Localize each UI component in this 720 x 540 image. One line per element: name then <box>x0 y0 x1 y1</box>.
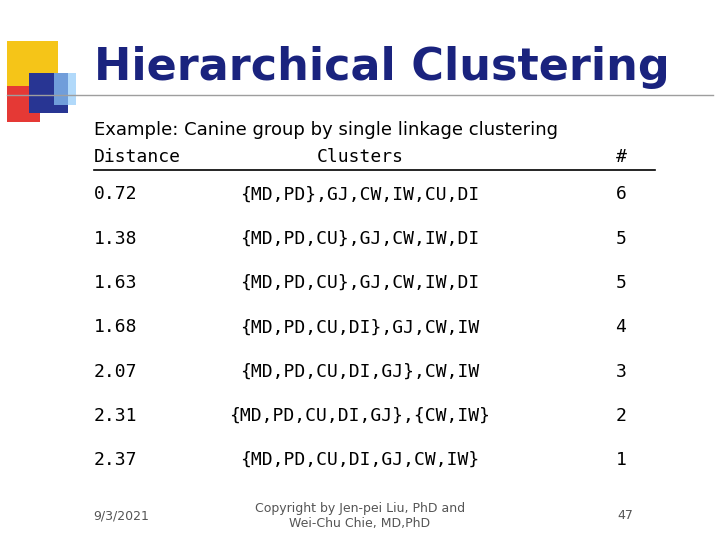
Text: 5: 5 <box>616 230 626 248</box>
Text: Hierarchical Clustering: Hierarchical Clustering <box>94 46 670 89</box>
Text: 6: 6 <box>616 185 626 204</box>
Text: 2.07: 2.07 <box>94 362 137 381</box>
Text: Clusters: Clusters <box>317 147 403 166</box>
Text: {MD,PD},GJ,CW,IW,CU,DI: {MD,PD},GJ,CW,IW,CU,DI <box>240 185 480 204</box>
Text: 3: 3 <box>616 362 626 381</box>
Text: {MD,PD,CU,DI,GJ,CW,IW}: {MD,PD,CU,DI,GJ,CW,IW} <box>240 451 480 469</box>
Text: 1.68: 1.68 <box>94 318 137 336</box>
Text: Distance: Distance <box>94 147 181 166</box>
Text: 2.31: 2.31 <box>94 407 137 425</box>
Text: {MD,PD,CU},GJ,CW,IW,DI: {MD,PD,CU},GJ,CW,IW,DI <box>240 274 480 292</box>
Text: 9/3/2021: 9/3/2021 <box>94 509 150 522</box>
Text: 1: 1 <box>616 451 626 469</box>
Text: 0.72: 0.72 <box>94 185 137 204</box>
Text: 1.63: 1.63 <box>94 274 137 292</box>
Text: {MD,PD,CU,DI},GJ,CW,IW: {MD,PD,CU,DI},GJ,CW,IW <box>240 318 480 336</box>
Text: 1.38: 1.38 <box>94 230 137 248</box>
Text: #: # <box>616 147 626 166</box>
Text: {MD,PD,CU},GJ,CW,IW,DI: {MD,PD,CU},GJ,CW,IW,DI <box>240 230 480 248</box>
Text: Copyright by Jen-pei Liu, PhD and
Wei-Chu Chie, MD,PhD: Copyright by Jen-pei Liu, PhD and Wei-Ch… <box>255 502 465 530</box>
Text: 2.37: 2.37 <box>94 451 137 469</box>
Text: 4: 4 <box>616 318 626 336</box>
Text: 47: 47 <box>618 509 634 522</box>
Text: 5: 5 <box>616 274 626 292</box>
Text: {MD,PD,CU,DI,GJ},{CW,IW}: {MD,PD,CU,DI,GJ},{CW,IW} <box>230 407 490 425</box>
Text: Example: Canine group by single linkage clustering: Example: Canine group by single linkage … <box>94 120 557 139</box>
Text: 2: 2 <box>616 407 626 425</box>
Text: {MD,PD,CU,DI,GJ},CW,IW: {MD,PD,CU,DI,GJ},CW,IW <box>240 362 480 381</box>
